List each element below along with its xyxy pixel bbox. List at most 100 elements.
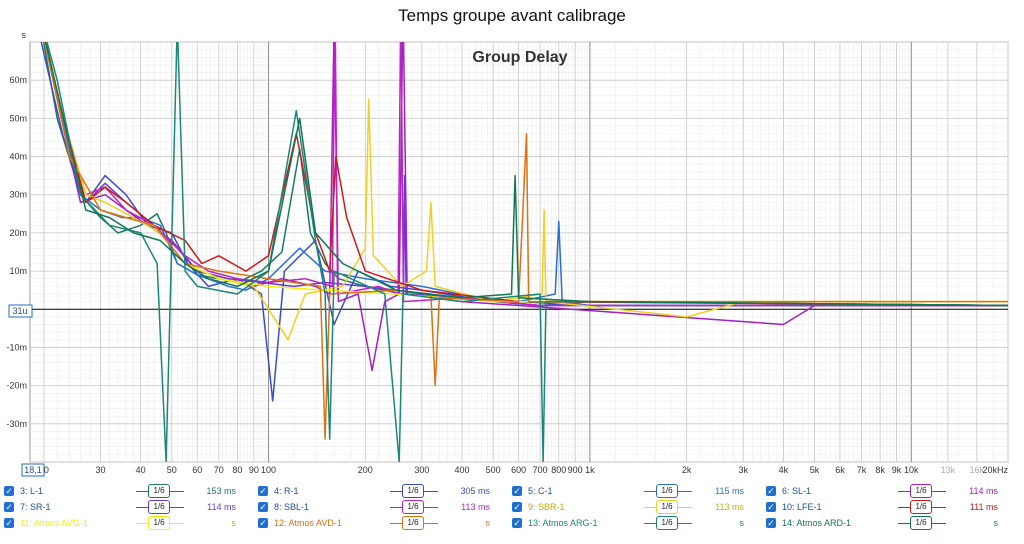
y-tick-label: 30m bbox=[9, 190, 27, 200]
y-zero-label: 31u bbox=[12, 306, 27, 316]
group-delay-chart[interactable]: 2030405060708090100200300400500600700800… bbox=[0, 0, 1024, 480]
legend-smoothing-button[interactable]: 1/6 bbox=[402, 500, 424, 514]
legend-item[interactable]: ✓ 5: C-1 1/6 115 ms bbox=[512, 484, 762, 500]
legend-delay-value: 113 ms bbox=[461, 502, 490, 512]
legend-delay-value: 113 ms bbox=[715, 502, 744, 512]
legend-checkbox[interactable]: ✓ bbox=[766, 486, 776, 496]
legend-smoothing-button[interactable]: 1/6 bbox=[656, 500, 678, 514]
legend-series-name: 13: Atmos ARG-1 bbox=[528, 518, 598, 528]
legend-checkbox[interactable]: ✓ bbox=[766, 502, 776, 512]
legend-series-name: 11: Atmos AVG-1 bbox=[20, 518, 88, 528]
legend-item[interactable]: ✓ 12: Atmos AVD-1 1/6 s bbox=[258, 516, 508, 532]
x-tick-label: 50 bbox=[167, 465, 177, 475]
y-tick-label: -10m bbox=[6, 342, 27, 352]
y-tick-label: 60m bbox=[9, 75, 27, 85]
legend-series-name: 14: Atmos ARD-1 bbox=[782, 518, 852, 528]
legend-smoothing-button[interactable]: 1/6 bbox=[148, 500, 170, 514]
legend-item[interactable]: ✓ 11: Atmos AVG-1 1/6 s bbox=[4, 516, 254, 532]
legend-smoothing-button[interactable]: 1/6 bbox=[910, 500, 932, 514]
legend-checkbox[interactable]: ✓ bbox=[512, 486, 522, 496]
legend-item[interactable]: ✓ 10: LFE-1 1/6 111 ms bbox=[766, 500, 1016, 516]
legend-row: ✓ 11: Atmos AVG-1 1/6 s ✓ 12: Atmos AVD-1 1/6 s… bbox=[0, 516, 1024, 532]
x-tick-label: 5k bbox=[810, 465, 820, 475]
y-unit-label: s bbox=[22, 30, 27, 40]
legend-smoothing-button[interactable]: 1/6 bbox=[402, 516, 424, 530]
legend-item[interactable]: ✓ 6: SL-1 1/6 114 ms bbox=[766, 484, 1016, 500]
x-tick-label: 60 bbox=[192, 465, 202, 475]
legend-checkbox[interactable]: ✓ bbox=[512, 502, 522, 512]
legend-series-name: 7: SR-1 bbox=[20, 502, 51, 512]
legend-checkbox[interactable]: ✓ bbox=[4, 518, 14, 528]
legend-row: ✓ 3: L-1 1/6 153 ms ✓ 4: R-1 1/6 305 ms ✓ 5: C-1 1… bbox=[0, 484, 1024, 500]
legend-series-name: 9: SBR-1 bbox=[528, 502, 565, 512]
x-tick-label: 500 bbox=[486, 465, 501, 475]
x-tick-label: 2k bbox=[682, 465, 692, 475]
series-line-11 bbox=[46, 42, 1008, 462]
x-tick-label: 6k bbox=[835, 465, 845, 475]
y-tick-label: 50m bbox=[9, 113, 27, 123]
major-grid bbox=[30, 42, 1009, 462]
x-start-label: 18,1 bbox=[24, 465, 42, 475]
legend-series-name: 5: C-1 bbox=[528, 486, 553, 496]
legend-item[interactable]: ✓ 4: R-1 1/6 305 ms bbox=[258, 484, 508, 500]
series-line-12 bbox=[44, 42, 1008, 307]
series-line-2 bbox=[40, 42, 1008, 402]
legend-smoothing-button[interactable]: 1/6 bbox=[656, 516, 678, 530]
window-title: Temps groupe avant calibrage bbox=[398, 6, 626, 25]
legend-series-name: 12: Atmos AVD-1 bbox=[274, 518, 342, 528]
legend-item[interactable]: ✓ 8: SBL-1 1/6 113 ms bbox=[258, 500, 508, 516]
legend-smoothing-button[interactable]: 1/6 bbox=[148, 516, 170, 530]
legend-item[interactable]: ✓ 7: SR-1 1/6 114 ms bbox=[4, 500, 254, 516]
series-line-8 bbox=[44, 42, 1008, 307]
legend-smoothing-button[interactable]: 1/6 bbox=[910, 484, 932, 498]
y-zero-marker: 31u bbox=[8, 304, 33, 318]
legend-smoothing-button[interactable]: 1/6 bbox=[910, 516, 932, 530]
legend-checkbox[interactable]: ✓ bbox=[4, 502, 14, 512]
x-tick-label: 16k bbox=[970, 465, 985, 475]
y-tick-label: -20m bbox=[6, 381, 27, 391]
legend-delay-value: s bbox=[485, 518, 491, 528]
legend-delay-value: s bbox=[993, 518, 999, 528]
x-tick-label: 300 bbox=[414, 465, 429, 475]
chart-title: Group Delay bbox=[472, 49, 567, 66]
legend-series-name: 6: SL-1 bbox=[782, 486, 812, 496]
legend-checkbox[interactable]: ✓ bbox=[4, 486, 14, 496]
x-tick-label: 9k bbox=[892, 465, 902, 475]
x-tick-label: 20kHz bbox=[982, 465, 1008, 475]
legend-series-name: 10: LFE-1 bbox=[782, 502, 822, 512]
legend-smoothing-button[interactable]: 1/6 bbox=[148, 484, 170, 498]
legend-checkbox[interactable]: ✓ bbox=[258, 502, 268, 512]
legend-item[interactable]: ✓ 3: L-1 1/6 153 ms bbox=[4, 484, 254, 500]
x-tick-label: 600 bbox=[511, 465, 526, 475]
legend-delay-value: 153 ms bbox=[206, 486, 236, 496]
x-tick-label: 700 bbox=[533, 465, 548, 475]
legend-checkbox[interactable]: ✓ bbox=[258, 518, 268, 528]
legend-delay-value: 305 ms bbox=[460, 486, 490, 496]
x-tick-label: 80 bbox=[232, 465, 242, 475]
legend-checkbox[interactable]: ✓ bbox=[512, 518, 522, 528]
x-tick-label: 30 bbox=[96, 465, 106, 475]
legend-item[interactable]: ✓ 13: Atmos ARG-1 1/6 s bbox=[512, 516, 762, 532]
y-tick-labels: 60m 50m 40m 30m 20m 10m -10m -20m -30m bbox=[6, 75, 27, 429]
legend-delay-value: 114 ms bbox=[207, 502, 236, 512]
x-tick-label: 40 bbox=[136, 465, 146, 475]
series-layer bbox=[40, 42, 1008, 462]
y-tick-label: -30m bbox=[6, 419, 27, 429]
x-tick-label: 13k bbox=[941, 465, 956, 475]
legend-checkbox[interactable]: ✓ bbox=[258, 486, 268, 496]
legend-delay-value: 111 ms bbox=[969, 502, 998, 512]
x-tick-label: 8k bbox=[875, 465, 885, 475]
x-tick-label: 1k bbox=[585, 465, 595, 475]
legend-series-name: 4: R-1 bbox=[274, 486, 299, 496]
legend-series-name: 8: SBL-1 bbox=[274, 502, 310, 512]
x-tick-labels: 2030405060708090100200300400500600700800… bbox=[39, 465, 1009, 475]
legend-item[interactable]: ✓ 14: Atmos ARD-1 1/6 s bbox=[766, 516, 1016, 532]
legend-smoothing-button[interactable]: 1/6 bbox=[656, 484, 678, 498]
x-tick-label: 900 bbox=[568, 465, 583, 475]
x-tick-label: 7k bbox=[857, 465, 867, 475]
legend-checkbox[interactable]: ✓ bbox=[766, 518, 776, 528]
legend-item[interactable]: ✓ 9: SBR-1 1/6 113 ms bbox=[512, 500, 762, 516]
legend-smoothing-button[interactable]: 1/6 bbox=[402, 484, 424, 498]
legend-delay-value: 114 ms bbox=[969, 486, 998, 496]
legend-delay-value: s bbox=[739, 518, 745, 528]
